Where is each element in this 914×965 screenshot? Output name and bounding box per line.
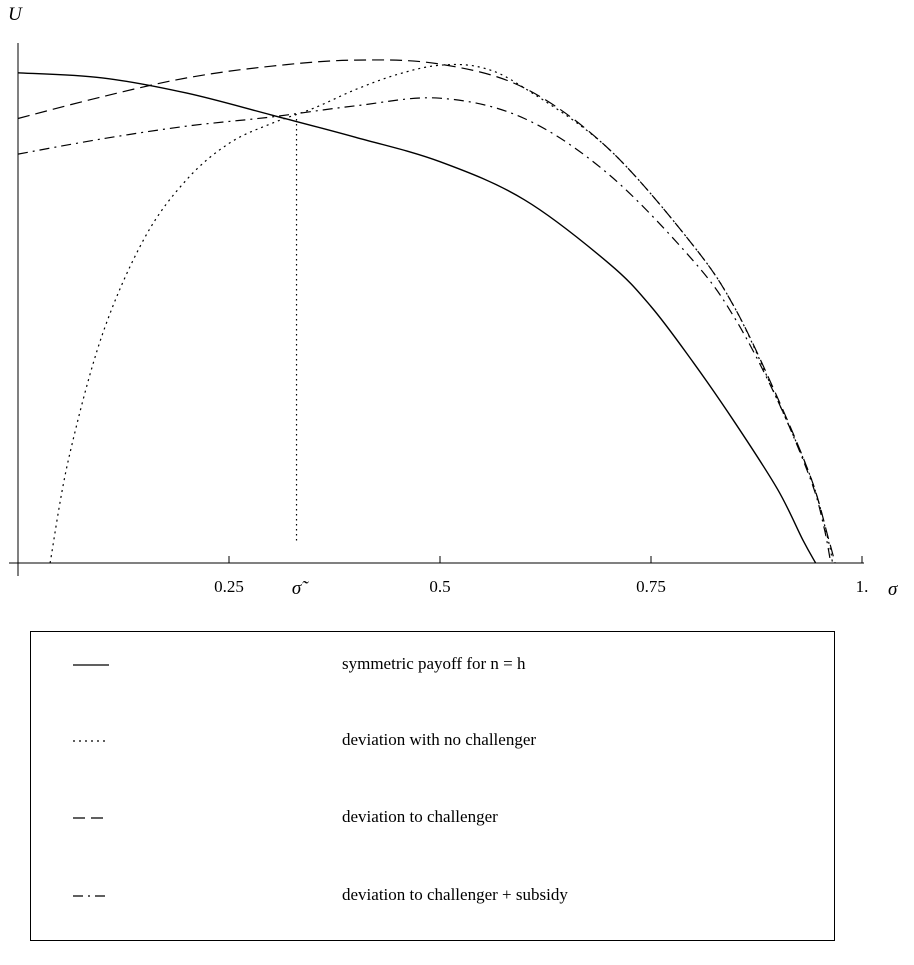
sigma-tilde-marker: σ̃ (292, 119, 309, 599)
series-line-dashdot (17, 97, 832, 564)
tick-layer: 0.25 0.5 0.75 1. (214, 556, 868, 596)
legend-swatch-dotted (73, 740, 109, 742)
legend-swatch-solid (73, 664, 109, 666)
x-axis-label: σ (888, 579, 898, 600)
chart-canvas: U σ 0.25 0.5 0.75 1. σ̃ (8, 4, 898, 600)
legend-label: symmetric payoff for n = h (342, 654, 526, 673)
y-axis-label: U (8, 4, 23, 25)
legend-item: deviation to challenger + subsidy (31, 881, 834, 911)
legend: symmetric payoff for n = h deviation with… (30, 631, 835, 941)
series-line-dashed (17, 59, 836, 564)
x-tick-label: 0.25 (214, 577, 244, 596)
axes: U σ (8, 4, 898, 600)
legend-item: deviation to challenger (31, 803, 834, 833)
legend-swatch-dashed (73, 817, 109, 819)
sigma-tilde-label: σ̃ (292, 578, 309, 599)
legend-label: deviation to challenger (342, 807, 498, 826)
curve-layer (17, 59, 836, 564)
series-line-dotted (49, 63, 834, 564)
x-tick-label: 0.5 (429, 577, 450, 596)
legend-label: deviation with no challenger (342, 730, 537, 749)
series-line-solid (17, 72, 817, 564)
x-tick-label: 1. (856, 577, 869, 596)
legend-item: deviation with no challenger (31, 726, 834, 756)
legend-label: deviation to challenger + subsidy (342, 885, 568, 904)
legend-swatch-dashdot (73, 895, 109, 897)
legend-item: symmetric payoff for n = h (31, 650, 834, 680)
x-tick-label: 0.75 (636, 577, 666, 596)
